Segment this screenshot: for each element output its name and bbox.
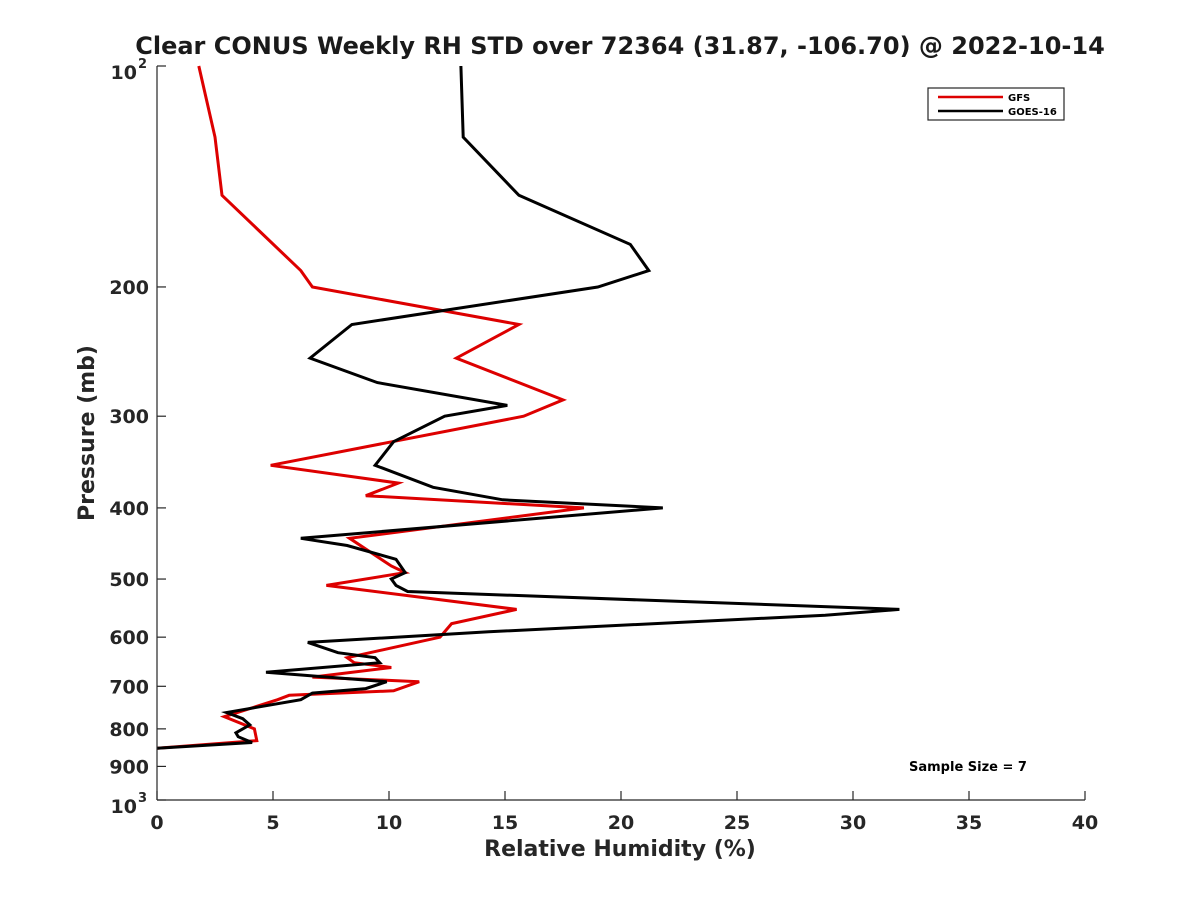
y-tick-label: 900 xyxy=(109,756,149,778)
plot-area: 0 5 10 15 20 25 30 35 40 10 220030040050060070080… xyxy=(109,57,1098,834)
x-tick-label: 20 xyxy=(608,812,634,834)
y-tick-label: 200 xyxy=(109,277,149,299)
x-tick-label: 30 xyxy=(840,812,866,834)
legend-label-gfs: GFS xyxy=(1008,93,1030,104)
legend-items: GFS GOES-16 xyxy=(938,93,1057,118)
x-ticks: 0 5 10 15 20 25 30 35 40 xyxy=(150,791,1098,834)
x-tick-label: 5 xyxy=(266,812,279,834)
x-tick-label: 0 xyxy=(150,812,163,834)
y-tick-label-base: 10 xyxy=(111,796,137,818)
y-tick-label: 800 xyxy=(109,719,149,741)
series-line-gfs xyxy=(156,65,585,750)
x-tick-label: 15 xyxy=(492,812,518,834)
x-axis-label: Relative Humidity (%) xyxy=(484,837,756,862)
y-tick-label-exponent: 2 xyxy=(138,57,147,72)
y-tick-label: 300 xyxy=(109,406,149,428)
y-tick-label: 400 xyxy=(109,498,149,520)
series-line-goes-16 xyxy=(156,65,900,750)
y-axis-label: Pressure (mb) xyxy=(75,345,100,521)
legend: GFS GOES-16 xyxy=(927,87,1065,121)
x-tick-label: 35 xyxy=(956,812,982,834)
y-tick-label-exponent: 3 xyxy=(138,791,147,806)
y-tick-label: 700 xyxy=(109,676,149,698)
chart-title: Clear CONUS Weekly RH STD over 72364 (31… xyxy=(135,32,1105,60)
legend-box xyxy=(927,87,1065,121)
y-tick-label: 500 xyxy=(109,569,149,591)
series-layer xyxy=(156,65,900,750)
sample-size-annotation: Sample Size = 7 xyxy=(909,760,1027,775)
legend-label-goes-16: GOES-16 xyxy=(1008,107,1057,118)
x-tick-label: 25 xyxy=(724,812,750,834)
x-tick-label: 10 xyxy=(376,812,402,834)
x-tick-label: 40 xyxy=(1072,812,1098,834)
y-tick-label-base: 10 xyxy=(111,62,137,84)
y-tick-label: 600 xyxy=(109,627,149,649)
